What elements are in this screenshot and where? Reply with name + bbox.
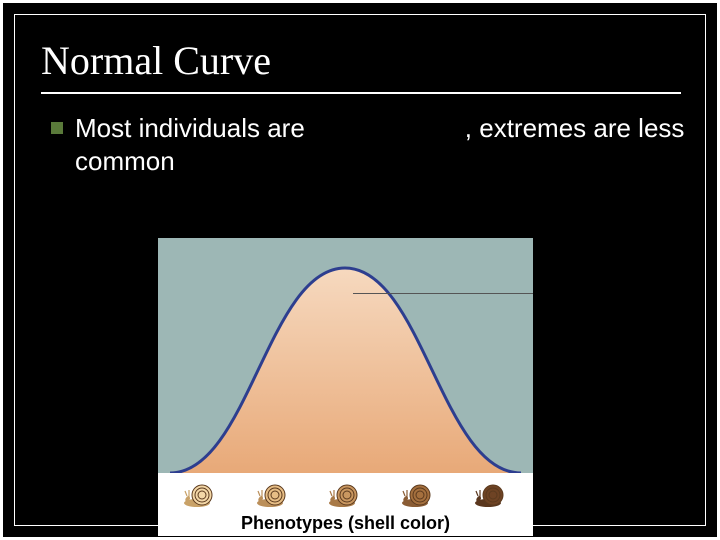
- snail-icon: [474, 481, 508, 507]
- slide-title: Normal Curve: [41, 37, 687, 84]
- snail-icon: [328, 481, 362, 507]
- bullet-icon: [51, 122, 63, 134]
- chart-background: [158, 238, 533, 473]
- bell-curve-svg: [158, 238, 533, 473]
- figure-caption: Phenotypes (shell color): [158, 513, 533, 536]
- snail-icon: [256, 481, 290, 507]
- body-line: Most individuals are , extremes are less…: [75, 112, 691, 177]
- title-underline: [41, 92, 681, 94]
- indicator-line: [353, 293, 533, 294]
- body-bullet: Most individuals are , extremes are less…: [51, 112, 691, 177]
- snail-row: [158, 473, 533, 513]
- normal-curve-figure: Phenotypes (shell color): [158, 238, 533, 528]
- slide: Normal Curve Most individuals are , extr…: [0, 0, 720, 540]
- body-part1: Most individuals are: [75, 113, 305, 143]
- snail-icon: [183, 481, 217, 507]
- bell-fill: [170, 268, 521, 473]
- snail-icon: [401, 481, 435, 507]
- title-block: Normal Curve: [41, 37, 687, 94]
